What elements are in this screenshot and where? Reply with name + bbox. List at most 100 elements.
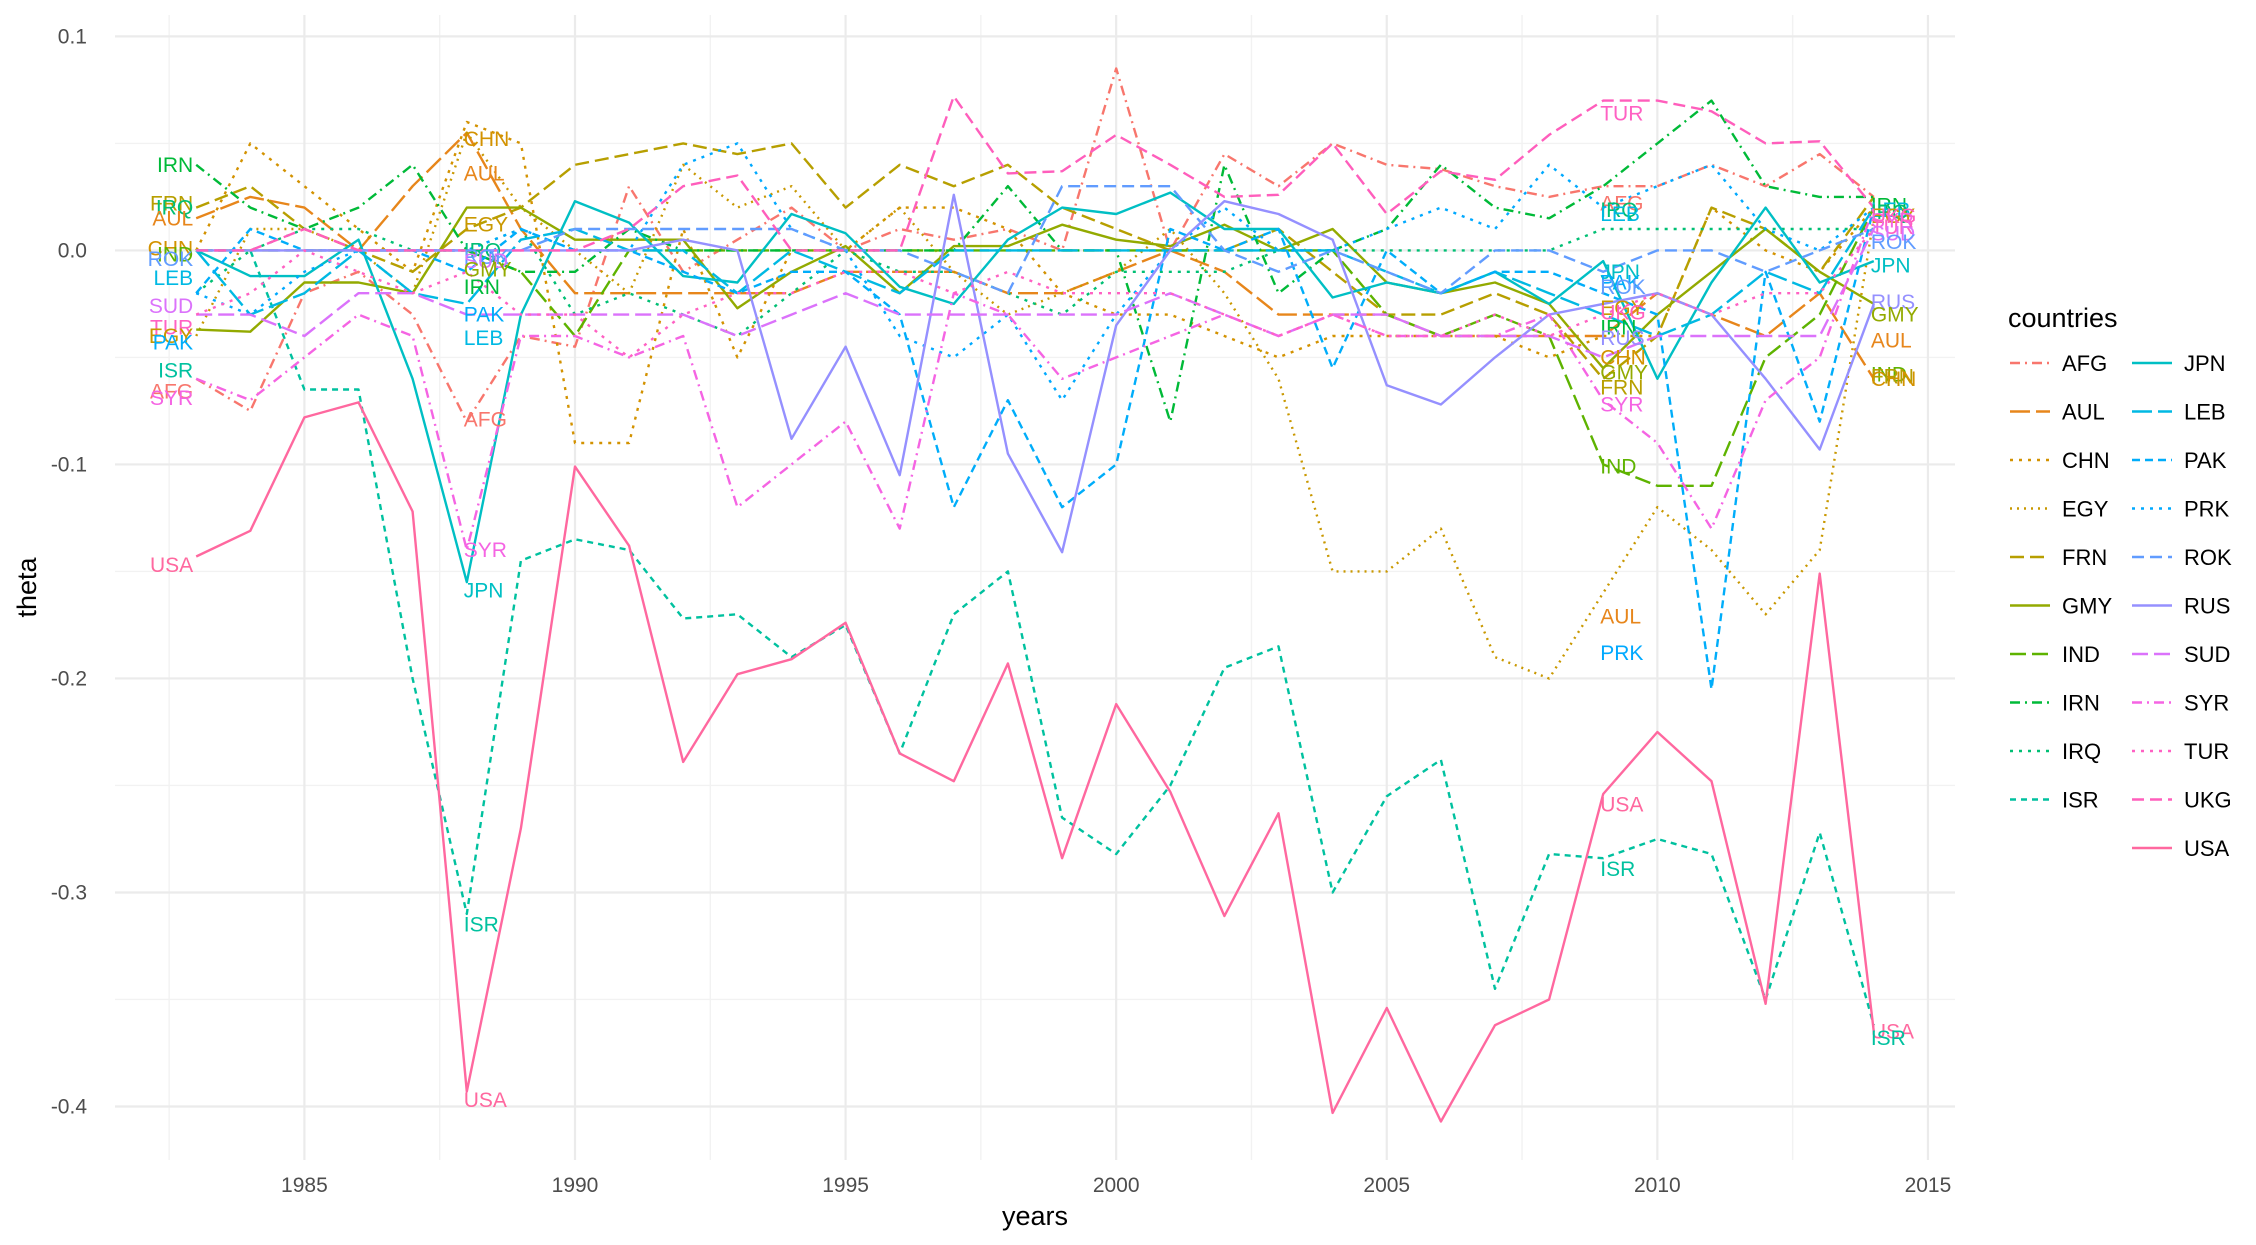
series-label-isr: ISR (1871, 1027, 1906, 1050)
series-label-leb: LEB (153, 267, 193, 290)
legend-label-sud: SUD (2184, 642, 2230, 667)
series-label-frn: FRN (1600, 376, 1643, 399)
legend-item-rok: ROK (2132, 545, 2232, 570)
series-label-gmy: GMY (464, 259, 512, 282)
legend-label-irq: IRQ (2062, 739, 2101, 764)
series-label-ind: IND (1871, 364, 1907, 387)
legend-item-usa: USA (2132, 836, 2230, 861)
legend-label-egy: EGY (2062, 497, 2109, 522)
series-line-ind (196, 207, 1875, 487)
series-label-syr: SYR (464, 539, 507, 562)
series-label-usa: USA (1871, 1021, 1914, 1044)
legend-item-isr: ISR (2010, 788, 2099, 813)
legend-label-gmy: GMY (2062, 594, 2112, 619)
series-label-aul: AUL (464, 162, 505, 185)
legend-item-sud: SUD (2132, 642, 2230, 667)
series-label-tur: TUR (1871, 216, 1914, 239)
series-label-tur: TUR (150, 316, 193, 339)
series-line-irn (195, 99, 1874, 423)
series-label-sud: SUD (149, 295, 193, 318)
series-label-afg: AFG (464, 408, 507, 431)
legend-item-syr: SYR (2132, 691, 2229, 716)
series-line-rus (196, 193, 1875, 554)
series-label-aul: AUL (152, 207, 193, 230)
x-tick-label: 2000 (1093, 1174, 1140, 1197)
x-tick-label: 2005 (1363, 1174, 1410, 1197)
series-label-chn: CHN (1871, 368, 1917, 391)
series-label-frn: FRN (1871, 366, 1914, 389)
series-label-leb: LEB (1600, 203, 1640, 226)
legend-item-aul: AUL (2010, 400, 2105, 425)
series-label-irq: IRQ (1600, 199, 1637, 222)
series-label-aul: AUL (1600, 605, 1641, 628)
y-tick-label: -0.3 (51, 881, 87, 904)
series-label-irq: IRQ (1871, 201, 1908, 224)
legend-title: countries (2008, 303, 2118, 333)
series-line-pak (195, 207, 1875, 691)
x-axis-tick-labels: 1985 1990 1995 2000 2005 2010 2015 (281, 1174, 1951, 1197)
series-label-prk: PRK (1600, 642, 1643, 665)
x-tick-label: 2015 (1905, 1174, 1952, 1197)
series-label-afg: AFG (1600, 192, 1643, 215)
legend-item-leb: LEB (2132, 400, 2226, 425)
legend-item-jpn: JPN (2132, 351, 2226, 376)
y-tick-label: -0.2 (51, 667, 87, 690)
legend-item-irn: IRN (2010, 691, 2100, 716)
series-label-irn: IRN (464, 276, 500, 299)
series-label-usa: USA (1600, 794, 1643, 817)
legend-label-rus: RUS (2184, 594, 2230, 619)
series-label-chn: CHN (148, 237, 194, 260)
legend-label-isr: ISR (2062, 788, 2099, 813)
series-label-jpn: JPN (1600, 261, 1640, 284)
legend-label-pak: PAK (2184, 448, 2227, 473)
legend-item-ukg: UKG (2132, 788, 2232, 813)
series-label-irn: IRN (1871, 194, 1907, 217)
series-line-sud (196, 228, 1875, 359)
x-axis-title: years (1002, 1201, 1068, 1231)
series-label-afg: AFG (150, 381, 193, 404)
series-label-egy: EGY (149, 325, 193, 348)
y-tick-label: -0.1 (51, 453, 87, 476)
series-label-jpn: JPN (1871, 254, 1911, 277)
legend-item-afg: AFG (2010, 351, 2107, 376)
series-label-irn: IRN (1600, 316, 1636, 339)
series-label-chn: CHN (1600, 346, 1646, 369)
series-label-isr: ISR (158, 359, 193, 382)
series-label-rus: RUS (1600, 327, 1644, 350)
series-line-aul (195, 131, 1875, 380)
legend-item-prk: PRK (2132, 497, 2230, 522)
series-line-gmy (196, 206, 1875, 370)
legend-label-aul: AUL (2062, 400, 2105, 425)
series-line-isr (196, 249, 1875, 1026)
series-line-leb (195, 206, 1875, 338)
x-tick-label: 2010 (1634, 1174, 1681, 1197)
series-label-leb: LEB (464, 327, 504, 350)
series-line-syr (195, 207, 1875, 552)
series-line-tur (195, 228, 1875, 359)
series-label-usa: USA (150, 554, 193, 577)
legend-label-jpn: JPN (2184, 351, 2226, 376)
y-tick-label: -0.4 (51, 1095, 88, 1118)
legend-item-egy: EGY (2010, 497, 2109, 522)
legend-label-ukg: UKG (2184, 788, 2232, 813)
series-label-syr: SYR (1600, 394, 1643, 417)
y-axis-title: theta (12, 556, 42, 617)
series-label-leb: LEB (1871, 199, 1911, 222)
series-label-usa: USA (464, 1089, 507, 1112)
series-label-irq: IRQ (156, 197, 193, 220)
legend-item-ind: IND (2010, 642, 2100, 667)
series-line-chn (195, 120, 1875, 445)
legend-item-irq: IRQ (2010, 739, 2101, 764)
series-label-rok: ROK (148, 248, 194, 271)
series-label-rok: ROK (1600, 276, 1646, 299)
legend-label-tur: TUR (2184, 739, 2229, 764)
x-tick-label: 1995 (822, 1174, 869, 1197)
legend-label-rok: ROK (2184, 545, 2232, 570)
legend-item-gmy: GMY (2010, 594, 2112, 619)
legend-label-afg: AFG (2062, 351, 2107, 376)
series-label-irq: IRQ (464, 239, 501, 262)
series-label-rus: RUS (1871, 291, 1915, 314)
legend-item-chn: CHN (2010, 448, 2110, 473)
series-label-egy: EGY (1871, 205, 1915, 228)
